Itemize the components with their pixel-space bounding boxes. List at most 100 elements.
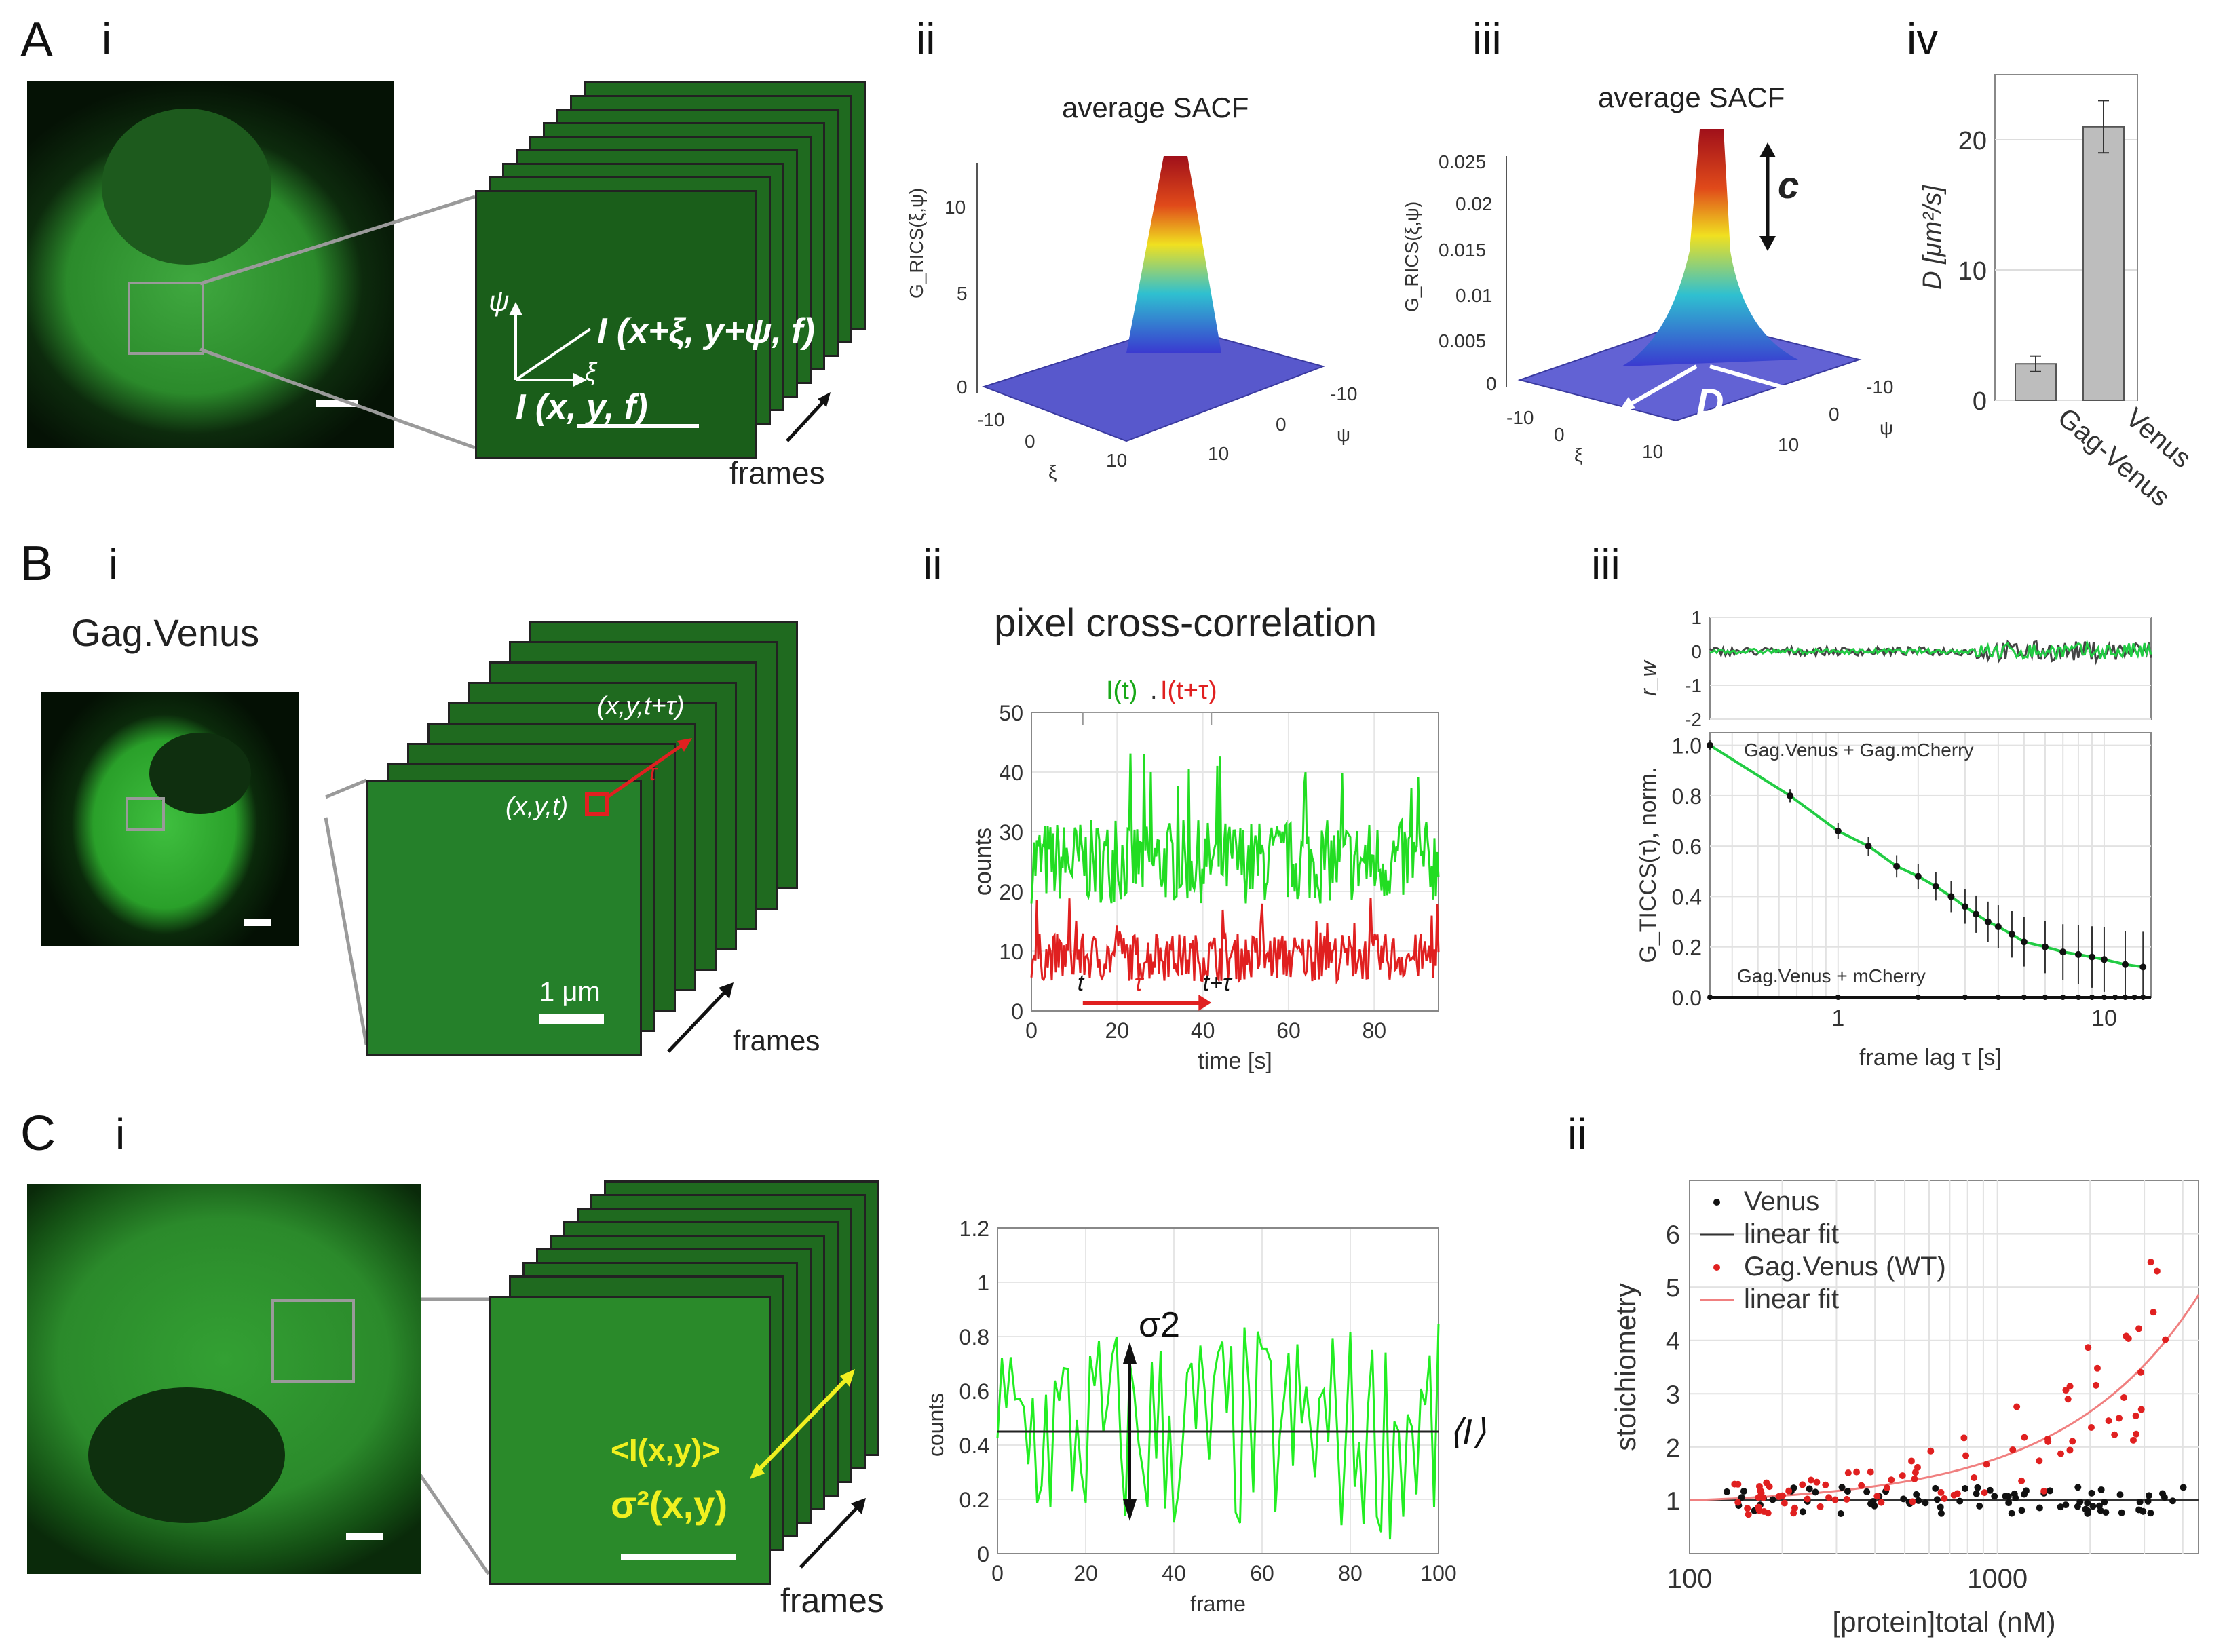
- gag-point-40: [1888, 1476, 1895, 1484]
- venus-point-45: [1986, 1486, 1994, 1494]
- y-tick-label-2: 0.4: [959, 1434, 989, 1458]
- venus-point-44: [2036, 1504, 2043, 1512]
- x-tick-10: 10: [1106, 450, 1127, 471]
- venus-point-69: [1974, 1484, 1981, 1491]
- data-point-16: [2074, 950, 2082, 958]
- annot-t: t: [1078, 970, 1085, 996]
- venus-point-22: [1790, 1484, 1797, 1492]
- residual-frame: [1709, 617, 2152, 720]
- pixel-marker: [585, 792, 609, 816]
- x-tick-neg10: -10: [977, 409, 1004, 430]
- x-tick-label-4: 80: [1338, 1561, 1363, 1586]
- gag-point-78: [2009, 1446, 2017, 1454]
- venus-point-41: [1837, 1510, 1844, 1518]
- data-point-20: [2139, 963, 2147, 971]
- nucleus: [149, 733, 251, 814]
- gag-point-87: [1825, 1494, 1833, 1501]
- gag-point-6: [2135, 1325, 2143, 1332]
- roi-box: [271, 1299, 355, 1383]
- gag-point-35: [1911, 1469, 1919, 1476]
- gag-point-75: [1816, 1503, 1824, 1510]
- x-tick-0: 0: [1554, 424, 1565, 445]
- sub-label-Ci: i: [115, 1110, 126, 1159]
- y-axis-label: G_TICCS(τ), norm.: [1635, 767, 1661, 963]
- venus-point-15: [2102, 1509, 2110, 1516]
- y-tick-label-0: 0: [1011, 999, 1023, 1024]
- gag-point-84: [1764, 1510, 1772, 1517]
- y-tick-label-2: 0.4: [1672, 885, 1702, 909]
- venus-point-40: [1723, 1488, 1730, 1495]
- data-point-17: [2089, 953, 2096, 961]
- data-point-19: [2121, 961, 2129, 968]
- gag-point-4: [2066, 1446, 2074, 1454]
- sub-label-Aii: ii: [916, 14, 936, 63]
- annot-c: c: [1778, 164, 1800, 206]
- gag-point-42: [2150, 1309, 2157, 1316]
- z-tick-0: 0: [1486, 373, 1497, 394]
- z-tick-0-005: 0.005: [1439, 330, 1486, 351]
- annot-xi: ξ: [585, 358, 596, 387]
- frames-label-a: frames: [729, 455, 825, 491]
- y-tick-label-4: 0.8: [1672, 784, 1702, 809]
- stack-a-annotations: [509, 302, 699, 428]
- panel-label-A: A: [20, 13, 54, 67]
- x-tick-label-5: 100: [1420, 1561, 1456, 1586]
- data-point-3: [1865, 843, 1872, 850]
- y-tick-label-1: 10: [999, 940, 1023, 964]
- gag-point-74: [2092, 1381, 2099, 1389]
- gag-point-12: [2132, 1412, 2139, 1419]
- b-cell-title: Gag.Venus: [71, 611, 260, 654]
- y-tick-label-1: 0.2: [1672, 936, 1702, 960]
- gag-point-17: [1808, 1476, 1815, 1484]
- stack-scale-bar: [621, 1554, 736, 1560]
- sub-label-Biii: iii: [1591, 540, 1620, 589]
- scale-label: 1 μm: [539, 977, 601, 1007]
- surface-peak: [1126, 156, 1221, 353]
- annot-psi: ψ: [489, 285, 510, 317]
- gag-point-81: [1766, 1483, 1773, 1491]
- gag-point-83: [1867, 1468, 1874, 1476]
- sigma-arrow-bottom: [1123, 1499, 1137, 1521]
- y-tick-label-5: 1: [977, 1271, 989, 1295]
- surface-base: [981, 324, 1326, 442]
- bar-1: [2082, 126, 2125, 402]
- x-tick-10: 10: [1642, 441, 1663, 462]
- z-tick-0-02: 0.02: [1455, 193, 1493, 214]
- x-axis-label: ξ: [1574, 444, 1583, 465]
- legend-green: I(t): [1106, 676, 1137, 705]
- x-tick-label-1: 1000: [1967, 1564, 2028, 1594]
- y-axis-label: D [μm²/s]: [1918, 185, 1947, 290]
- frames-label-b: frames: [733, 1024, 820, 1056]
- gag-point-24: [2115, 1415, 2123, 1422]
- data-point-18: [2100, 956, 2108, 963]
- microscopy-image-c: [27, 1184, 421, 1574]
- data-point-0: [1707, 742, 1713, 749]
- data-point-14: [2041, 943, 2049, 950]
- annot-mean-intensity: <I(x,y)>: [611, 1432, 721, 1467]
- gag-point-5: [2064, 1396, 2072, 1403]
- microscopy-image-b: [41, 692, 299, 946]
- venus-point-67: [1844, 1488, 1851, 1495]
- x-axis-label: frame lag τ [s]: [1859, 1045, 2002, 1071]
- z-tick-5: 5: [957, 283, 968, 304]
- x-axis-label: frame: [1190, 1592, 1246, 1616]
- gag-point-59: [1785, 1487, 1793, 1495]
- venus-point-65: [1812, 1488, 1819, 1496]
- y-axis-label: counts: [924, 1393, 948, 1457]
- venus-point-43: [2159, 1490, 2167, 1497]
- res-tick-2: 0: [1691, 641, 1702, 662]
- gag-point-49: [2021, 1434, 2028, 1441]
- venus-point-3: [2118, 1509, 2125, 1516]
- data-point-1: [1787, 792, 1794, 799]
- annot-d: D: [1696, 381, 1724, 423]
- venus-point-2: [2074, 1484, 2082, 1491]
- x-tick-label-2: 40: [1191, 1018, 1215, 1043]
- gag-point-34: [2036, 1457, 2043, 1465]
- gag-point-54: [1941, 1495, 1948, 1502]
- annot-tau: τ: [1135, 970, 1145, 996]
- data-point-5: [1914, 872, 1922, 880]
- legend-gag-marker: [1713, 1264, 1720, 1271]
- gag-point-70: [2069, 1438, 2076, 1445]
- gag-point-23: [1950, 1491, 1958, 1499]
